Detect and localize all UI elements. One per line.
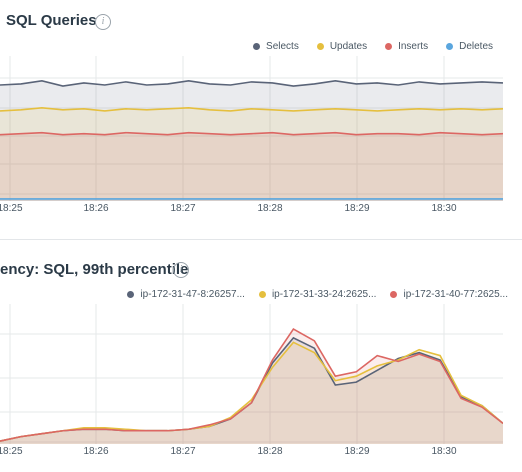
series-area-1 [0, 342, 503, 444]
legend-dot [127, 291, 135, 298]
legend-item-node-1[interactable]: ip-172-31-47-8:26257... [127, 289, 245, 300]
legend-item-updates[interactable]: Updates [316, 41, 367, 52]
legend-dot [385, 43, 393, 50]
x-tick-label: 18:26 [83, 203, 109, 214]
legend-item-node-3[interactable]: ip-172-31-40-77:2625... [390, 289, 508, 300]
series-line-0[interactable] [0, 80, 503, 87]
panel-title: SQL Queries [6, 12, 97, 29]
series-line-1[interactable] [0, 106, 503, 112]
legend-dot [390, 291, 398, 298]
sql-queries-chart[interactable] [0, 56, 503, 201]
sql-latency-chart[interactable] [0, 304, 503, 444]
series-area-1 [0, 107, 503, 201]
x-tick-label: 18:27 [170, 203, 196, 214]
legend-item-node-2[interactable]: ip-172-31-33-24:2625... [258, 289, 376, 300]
legend-dot [446, 43, 454, 50]
x-tick-label: 18:28 [257, 203, 283, 214]
info-icon[interactable]: i [173, 262, 189, 278]
x-tick-label: 18:27 [170, 446, 196, 457]
series-line-2[interactable] [0, 327, 503, 442]
panel-divider [0, 239, 522, 240]
x-tick-label: 18:28 [257, 446, 283, 457]
series-area-2 [0, 329, 503, 444]
legend-item-selects[interactable]: Selects [253, 41, 299, 52]
legend-dot [258, 291, 266, 298]
sql-queries-panel: SQL Queries i Selects Updates Inserts De… [0, 0, 522, 232]
x-tick-label: 18:30 [431, 203, 457, 214]
x-tick-label: 18:25 [0, 203, 23, 214]
series-line-2[interactable] [0, 131, 503, 136]
series-area-2 [0, 132, 503, 201]
x-tick-label: 18:29 [344, 203, 370, 214]
panel-title: ency: SQL, 99th percentile [0, 261, 189, 278]
legend: ip-172-31-47-8:26257... ip-172-31-33-24:… [127, 289, 508, 300]
legend: Selects Updates Inserts Deletes [253, 41, 493, 52]
legend-dot [253, 43, 261, 50]
x-tick-label: 18:30 [431, 446, 457, 457]
sql-latency-panel: ency: SQL, 99th percentile i ip-172-31-4… [0, 240, 522, 472]
x-tick-label: 18:29 [344, 446, 370, 457]
x-tick-label: 18:26 [83, 446, 109, 457]
legend-dot [316, 43, 324, 50]
legend-item-deletes[interactable]: Deletes [446, 41, 493, 52]
legend-item-inserts[interactable]: Inserts [385, 41, 428, 52]
x-tick-label: 18:25 [0, 446, 23, 457]
series-line-1[interactable] [0, 341, 503, 442]
info-icon[interactable]: i [95, 14, 111, 30]
series-area-0 [0, 337, 503, 444]
